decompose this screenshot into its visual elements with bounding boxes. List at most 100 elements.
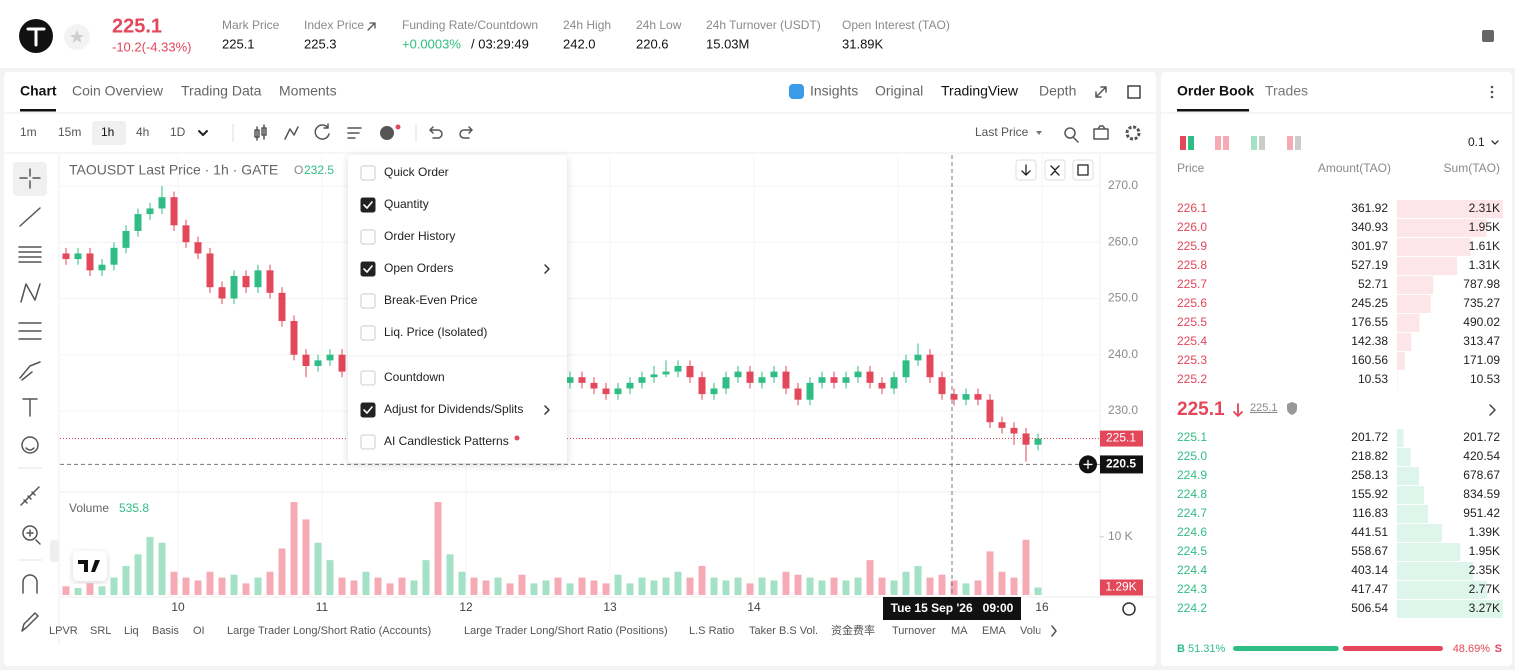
- scroll-latest-icon[interactable]: [1021, 164, 1031, 176]
- chart-tab[interactable]: Chart: [20, 83, 57, 99]
- interval-button[interactable]: 1D: [170, 125, 186, 139]
- auto-scale-icon[interactable]: [1077, 164, 1089, 176]
- order-price[interactable]: 225.8: [1177, 258, 1207, 272]
- drawing-tool[interactable]: [22, 574, 38, 594]
- indicator-tab[interactable]: Liq: [124, 625, 139, 637]
- indicator-tab[interactable]: 资金费率: [831, 623, 875, 637]
- drawing-tool[interactable]: [22, 398, 38, 417]
- candle-type-icon[interactable]: [254, 124, 267, 141]
- interval-button[interactable]: 15m: [58, 125, 81, 139]
- indicator-tab[interactable]: Turnover: [892, 625, 936, 637]
- menu-item-label[interactable]: Countdown: [384, 370, 445, 384]
- indicator-icon[interactable]: [284, 126, 299, 140]
- search-icon[interactable]: [1064, 127, 1079, 143]
- drawing-tool[interactable]: [22, 525, 41, 545]
- menu-item-label[interactable]: AI Candlestick Patterns: [384, 434, 509, 448]
- order-price[interactable]: 224.8: [1177, 487, 1207, 501]
- menu-checkbox[interactable]: [360, 434, 376, 450]
- book-layout-button[interactable]: [1251, 136, 1257, 150]
- order-price[interactable]: 225.2: [1177, 372, 1207, 386]
- order-price[interactable]: 226.0: [1177, 220, 1207, 234]
- order-book-tab[interactable]: Order Book: [1177, 83, 1254, 99]
- precision-caret[interactable]: [1491, 140, 1499, 145]
- chart-control-button[interactable]: [1072, 159, 1094, 181]
- menu-checkbox[interactable]: [360, 165, 376, 181]
- time-axis-settings[interactable]: [1122, 602, 1136, 616]
- order-price[interactable]: 225.0: [1177, 449, 1207, 463]
- menu-item-label[interactable]: Quantity: [384, 197, 429, 211]
- price-type-select[interactable]: Last Price: [975, 125, 1029, 139]
- order-price[interactable]: 224.2: [1177, 601, 1207, 615]
- book-layout-button[interactable]: [1215, 136, 1221, 150]
- order-price[interactable]: 225.1: [1177, 430, 1207, 444]
- interval-button[interactable]: 4h: [136, 125, 149, 139]
- order-price[interactable]: 225.3: [1177, 353, 1207, 367]
- redo-icon[interactable]: [459, 126, 473, 139]
- order-price[interactable]: 224.5: [1177, 544, 1207, 558]
- indicator-tab[interactable]: Large Trader Long/Short Ratio (Positions…: [464, 625, 668, 637]
- notes-icon[interactable]: [1482, 30, 1494, 42]
- drawing-tool[interactable]: [21, 436, 39, 454]
- indicator-tab[interactable]: EMA: [982, 625, 1007, 637]
- menu-checkbox[interactable]: [360, 197, 376, 213]
- drawing-tool[interactable]: [18, 246, 42, 263]
- indicator-tab[interactable]: Volu: [1020, 625, 1041, 637]
- indicator-tab[interactable]: Taker B.S Vol.: [749, 625, 818, 637]
- trades-tab[interactable]: Trades: [1265, 83, 1308, 99]
- view-tab[interactable]: Original: [875, 83, 923, 99]
- order-price[interactable]: 225.6: [1177, 296, 1207, 310]
- order-price[interactable]: 225.5: [1177, 315, 1207, 329]
- order-price[interactable]: 224.9: [1177, 468, 1207, 482]
- interval-button[interactable]: 1h: [101, 125, 114, 139]
- indicator-tab[interactable]: MA: [951, 625, 968, 637]
- order-price[interactable]: 224.7: [1177, 506, 1207, 520]
- menu-checkbox[interactable]: [360, 229, 376, 245]
- order-price[interactable]: 226.1: [1177, 201, 1207, 215]
- template-icon[interactable]: [347, 127, 362, 139]
- index-link-icon[interactable]: [367, 22, 376, 31]
- order-price[interactable]: 224.6: [1177, 525, 1207, 539]
- indicator-tab[interactable]: Basis: [152, 625, 179, 637]
- indicator-tab[interactable]: Large Trader Long/Short Ratio (Accounts): [227, 625, 431, 637]
- book-layout-button[interactable]: [1287, 136, 1293, 150]
- drawing-tool[interactable]: [18, 322, 42, 340]
- book-layout-button[interactable]: [1180, 136, 1186, 150]
- menu-item-label[interactable]: Adjust for Dividends/Splits: [384, 402, 523, 416]
- menu-checkbox[interactable]: [360, 293, 376, 309]
- drawing-tool[interactable]: [20, 486, 40, 506]
- menu-checkbox[interactable]: [360, 325, 376, 341]
- menu-item-label[interactable]: Quick Order: [384, 165, 449, 179]
- interval-button[interactable]: 1m: [20, 125, 37, 139]
- replay-icon[interactable]: [314, 123, 330, 140]
- indicator-tab[interactable]: L.S Ratio: [689, 625, 734, 637]
- indicator-tab[interactable]: LPVR: [49, 625, 78, 637]
- indicator-tab[interactable]: SRL: [90, 625, 111, 637]
- indicator-tab[interactable]: OI: [193, 625, 205, 637]
- order-price[interactable]: 224.4: [1177, 563, 1207, 577]
- view-tab[interactable]: TradingView: [941, 83, 1019, 99]
- menu-checkbox[interactable]: [360, 261, 376, 277]
- drawing-tool[interactable]: [19, 207, 41, 227]
- more-menu-dot[interactable]: [1490, 85, 1494, 89]
- more-menu-dot[interactable]: [1490, 90, 1494, 94]
- more-menu-dot[interactable]: [1490, 95, 1494, 99]
- menu-item-label[interactable]: Order History: [384, 229, 455, 243]
- menu-checkbox[interactable]: [360, 370, 376, 386]
- menu-item-label[interactable]: Liq. Price (Isolated): [384, 325, 487, 339]
- add-indicator-icon[interactable]: [380, 126, 394, 140]
- crosshair-tool[interactable]: [19, 168, 41, 189]
- undo-icon[interactable]: [429, 126, 443, 139]
- mid-expand[interactable]: [1489, 404, 1496, 416]
- indicator-scroll[interactable]: [1051, 625, 1057, 637]
- settings-icon[interactable]: [1125, 125, 1141, 141]
- view-tab[interactable]: Insights: [810, 83, 858, 99]
- chart-tab[interactable]: Coin Overview: [72, 83, 164, 99]
- precision-select[interactable]: 0.1: [1468, 135, 1485, 149]
- drawing-tool[interactable]: [19, 361, 41, 381]
- insights-icon[interactable]: [789, 84, 804, 99]
- interval-dropdown[interactable]: [198, 130, 208, 136]
- menu-item-label[interactable]: Break-Even Price: [384, 293, 478, 307]
- window-icon[interactable]: [1127, 85, 1141, 99]
- camera-icon[interactable]: [1093, 125, 1109, 140]
- order-price[interactable]: 225.9: [1177, 239, 1207, 253]
